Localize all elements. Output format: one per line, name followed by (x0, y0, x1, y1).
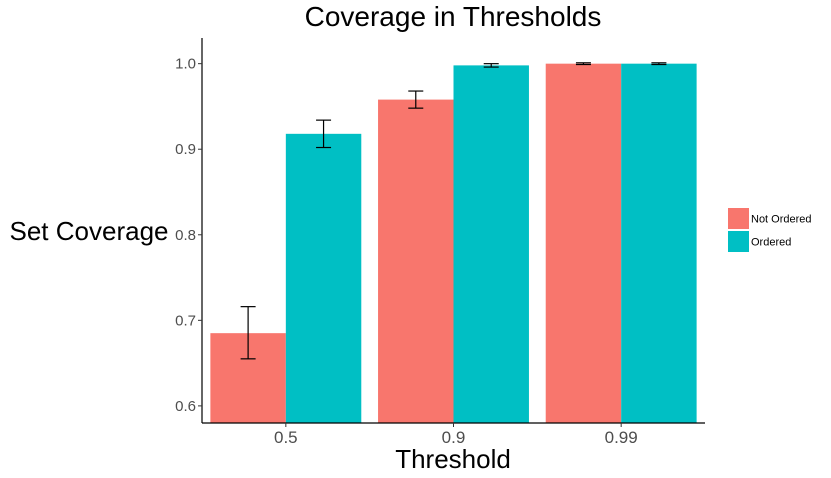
error-bar-0.5-ordered (316, 119, 332, 149)
x-tick-label: 0.5 (274, 428, 298, 447)
y-tick-label: 1.0 (175, 56, 196, 73)
error-bars-layer (240, 62, 667, 360)
x-axis-title: Threshold (395, 444, 511, 474)
error-bar-0.5-not-ordered (240, 306, 256, 360)
bars-layer (210, 63, 697, 424)
legend-label: Ordered (751, 237, 791, 249)
bar-0.5-ordered (285, 133, 362, 424)
bar-0.99-ordered (621, 63, 697, 424)
error-bar-0.99-ordered (651, 62, 667, 66)
x-ticks: 0.5 0.9 0.99 (274, 423, 638, 447)
y-tick-label: 0.9 (175, 141, 196, 158)
error-bar-0.99-not-ordered (575, 62, 591, 66)
y-axis-title: Set Coverage (10, 216, 169, 246)
error-bar-0.9-ordered (483, 63, 499, 68)
y-tick-label: 0.7 (175, 312, 196, 329)
legend-item-not-ordered: Not Ordered (728, 208, 812, 229)
chart-title: Coverage in Thresholds (305, 1, 602, 32)
y-tick-label: 0.8 (175, 227, 196, 244)
bar-0.99-not-ordered (545, 63, 622, 424)
bar-0.9-ordered (453, 65, 529, 423)
legend-key (728, 231, 749, 252)
legend: Not Ordered Ordered (728, 208, 812, 252)
legend-item-ordered: Ordered (728, 231, 791, 252)
bar-0.9-not-ordered (378, 99, 454, 423)
legend-key (728, 208, 749, 229)
legend-label: Not Ordered (751, 214, 812, 226)
x-tick-label: 0.99 (605, 428, 638, 447)
error-bar-0.9-not-ordered (408, 90, 424, 109)
y-tick-label: 0.6 (175, 398, 196, 415)
x-tick-label: 0.9 (442, 428, 466, 447)
y-ticks: 0.6 0.7 0.8 0.9 1.0 (175, 56, 202, 415)
